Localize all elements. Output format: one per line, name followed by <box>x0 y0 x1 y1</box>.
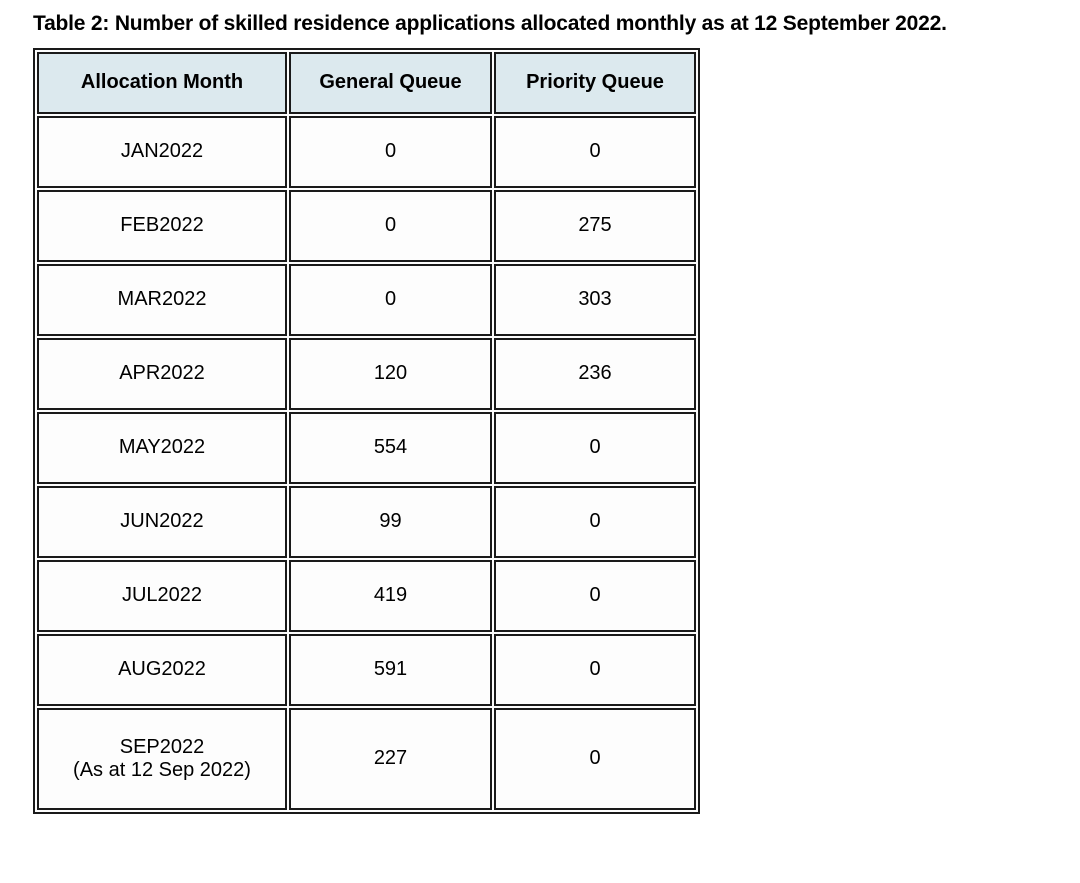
table-row: JUL2022 419 0 <box>37 559 696 632</box>
table-row: JUN2022 99 0 <box>37 485 696 558</box>
priority-queue-cell: 0 <box>494 485 696 558</box>
month-cell: MAR2022 <box>37 263 287 336</box>
month-cell: FEB2022 <box>37 189 287 262</box>
table-row: MAY2022 554 0 <box>37 411 696 484</box>
general-queue-cell: 227 <box>289 707 492 810</box>
general-queue-cell: 419 <box>289 559 492 632</box>
priority-queue-cell: 0 <box>494 411 696 484</box>
month-cell: APR2022 <box>37 337 287 410</box>
general-queue-cell: 99 <box>289 485 492 558</box>
priority-queue-cell: 0 <box>494 633 696 706</box>
general-queue-cell: 0 <box>289 263 492 336</box>
priority-queue-cell: 303 <box>494 263 696 336</box>
general-queue-cell: 120 <box>289 337 492 410</box>
priority-queue-cell: 236 <box>494 337 696 410</box>
table-row: APR2022 120 236 <box>37 337 696 410</box>
table-row: AUG2022 591 0 <box>37 633 696 706</box>
priority-queue-cell: 0 <box>494 707 696 810</box>
table-row: SEP2022 (As at 12 Sep 2022) 227 0 <box>37 707 696 810</box>
column-header-allocation-month: Allocation Month <box>37 51 287 114</box>
month-cell: MAY2022 <box>37 411 287 484</box>
table-header-row: Allocation Month General Queue Priority … <box>37 51 696 114</box>
column-header-priority-queue: Priority Queue <box>494 51 696 114</box>
general-queue-cell: 554 <box>289 411 492 484</box>
month-cell: JAN2022 <box>37 115 287 188</box>
month-cell: JUL2022 <box>37 559 287 632</box>
priority-queue-cell: 275 <box>494 189 696 262</box>
table-row: JAN2022 0 0 <box>37 115 696 188</box>
month-cell: JUN2022 <box>37 485 287 558</box>
general-queue-cell: 0 <box>289 115 492 188</box>
allocation-table: Allocation Month General Queue Priority … <box>33 47 700 814</box>
month-cell: AUG2022 <box>37 633 287 706</box>
table-row: FEB2022 0 275 <box>37 189 696 262</box>
general-queue-cell: 591 <box>289 633 492 706</box>
table-caption: Table 2: Number of skilled residence app… <box>33 12 947 35</box>
priority-queue-cell: 0 <box>494 115 696 188</box>
table-row: MAR2022 0 303 <box>37 263 696 336</box>
month-label: SEP2022 <box>119 735 205 758</box>
general-queue-cell: 0 <box>289 189 492 262</box>
column-header-general-queue: General Queue <box>289 51 492 114</box>
priority-queue-cell: 0 <box>494 559 696 632</box>
month-cell: SEP2022 (As at 12 Sep 2022) <box>37 707 287 810</box>
month-note: (As at 12 Sep 2022) <box>73 758 251 781</box>
